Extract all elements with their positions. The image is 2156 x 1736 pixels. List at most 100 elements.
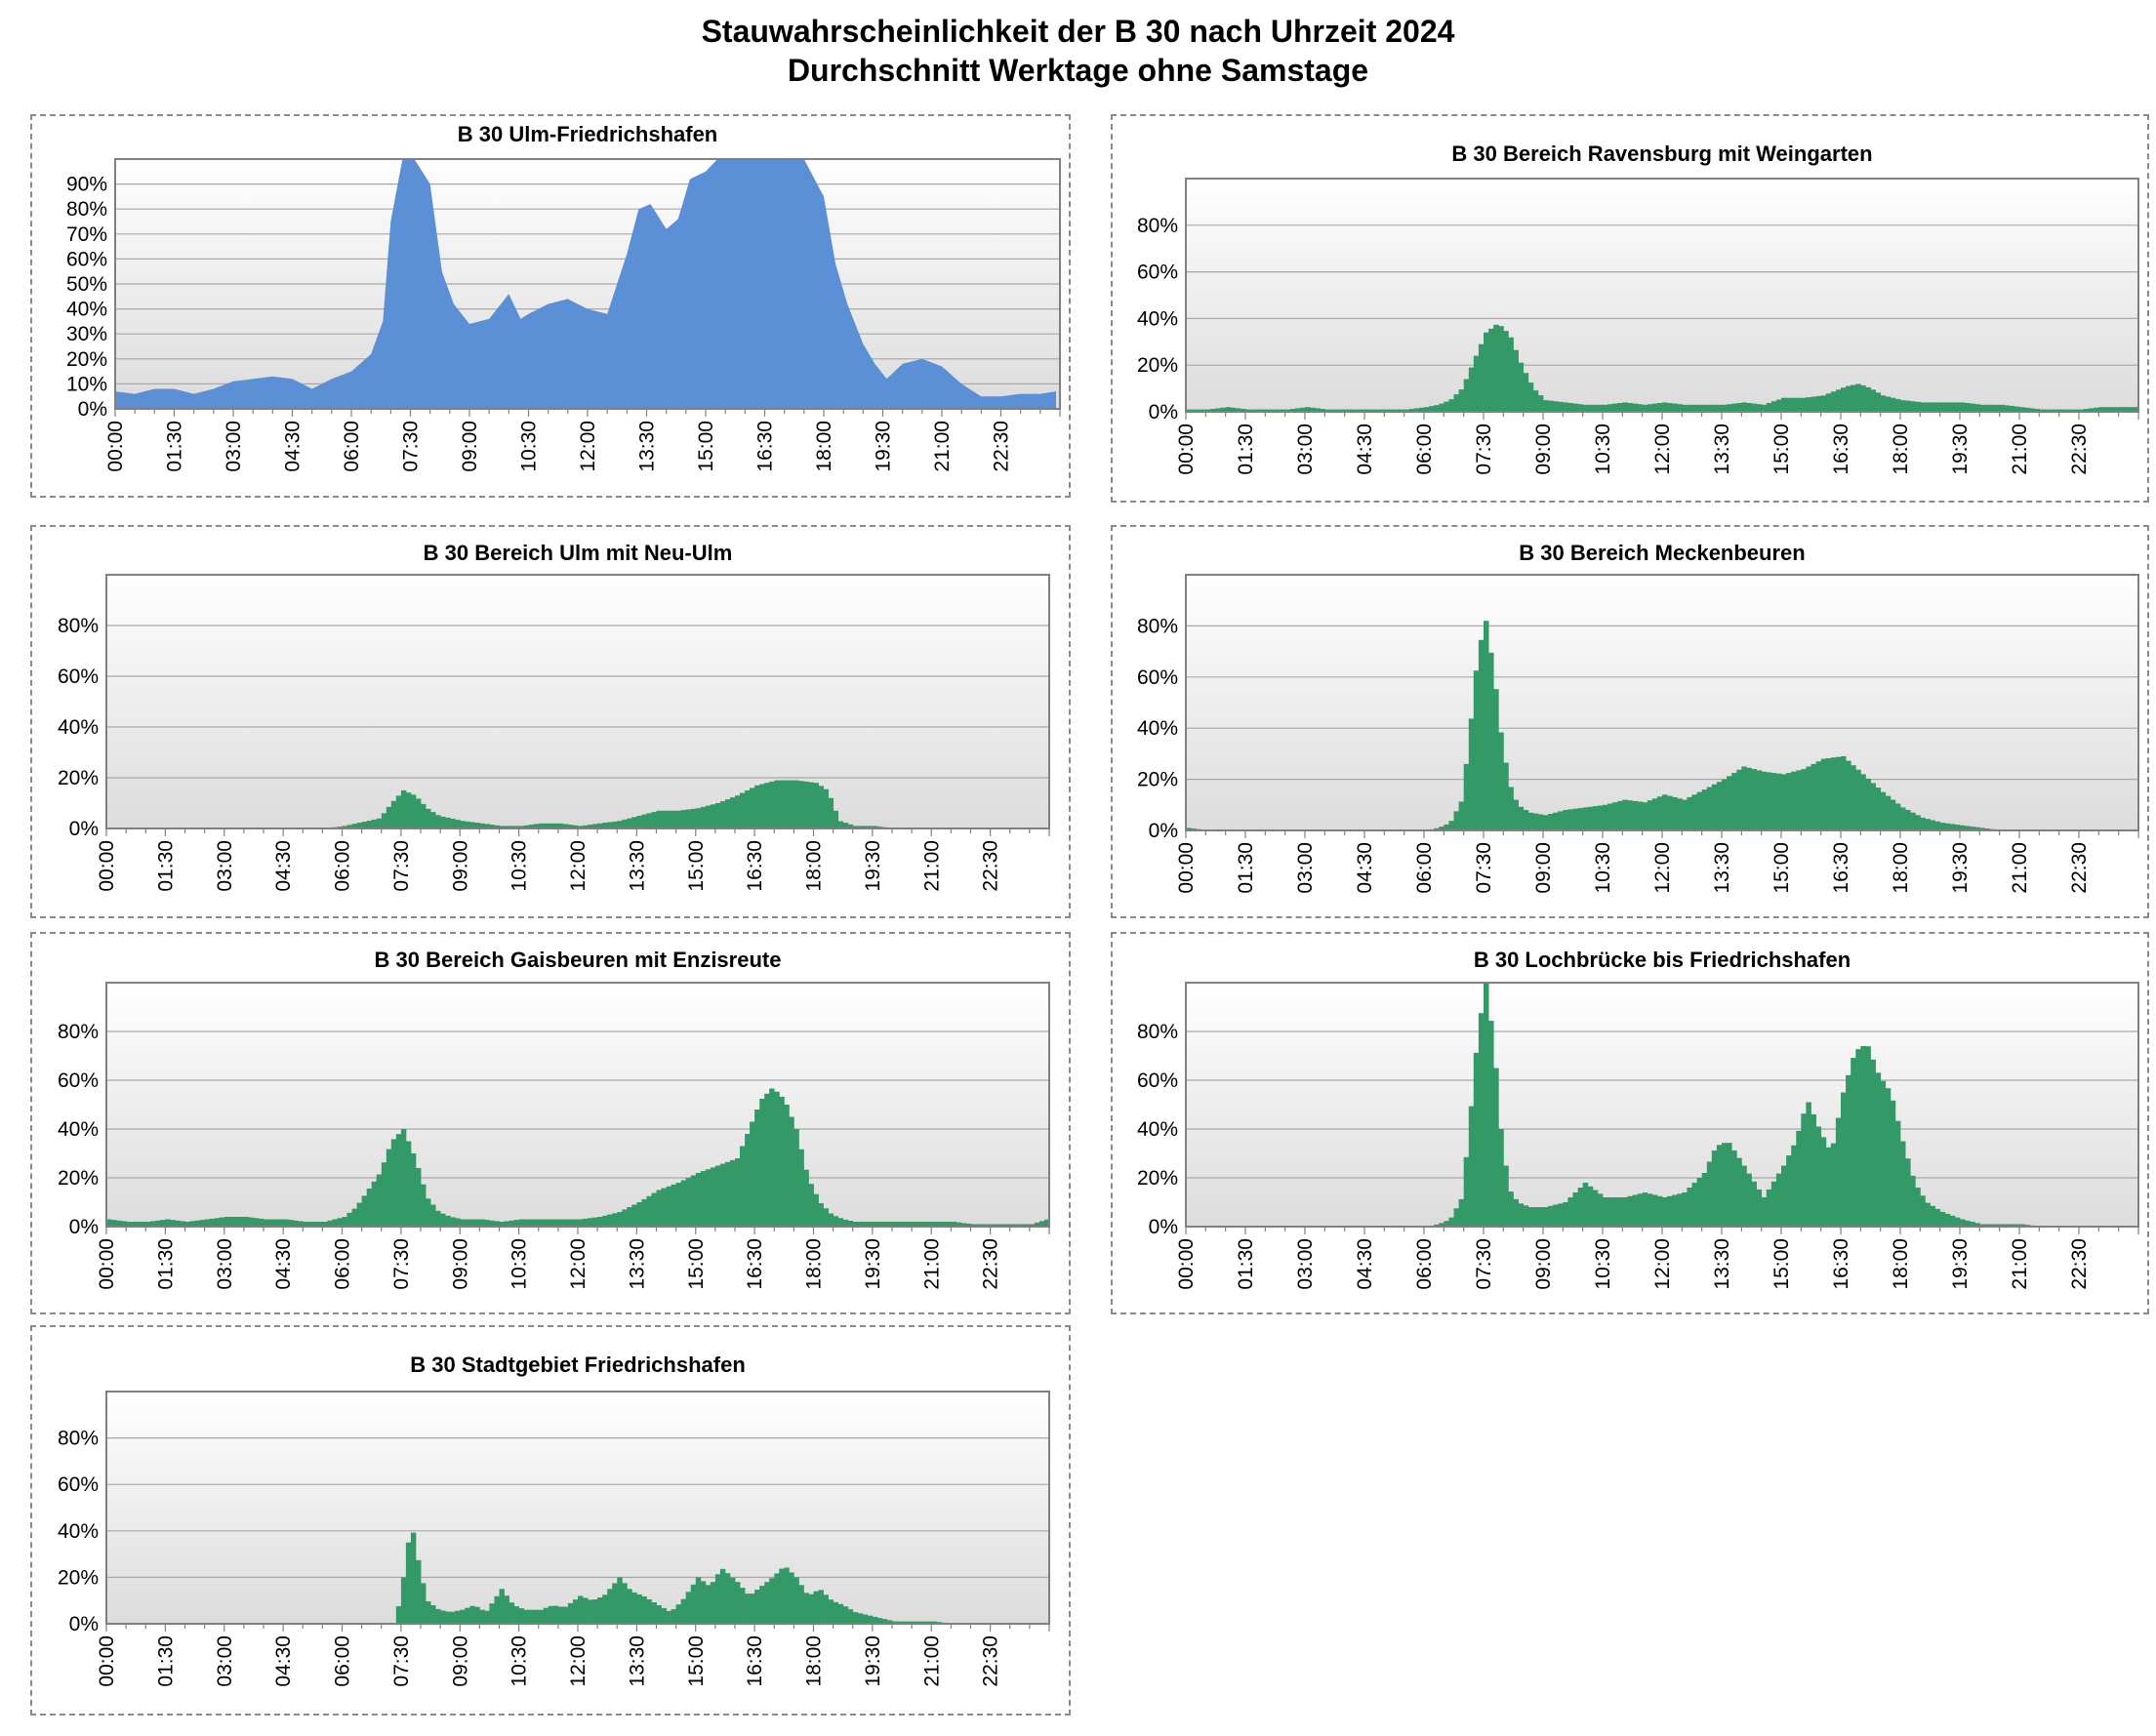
bar — [1324, 409, 1330, 412]
bar — [228, 1217, 235, 1227]
bar — [808, 1594, 814, 1624]
bar — [754, 785, 760, 828]
bar — [1503, 331, 1509, 412]
bar — [724, 1161, 731, 1228]
bar — [1250, 409, 1256, 412]
bar — [1781, 397, 1787, 412]
bar — [828, 1213, 834, 1227]
bar — [194, 1220, 201, 1228]
bar — [1949, 402, 1956, 412]
y-tick-label: 20% — [1137, 1167, 1178, 1190]
bar — [803, 781, 809, 828]
x-tick-label: 06:00 — [332, 1635, 354, 1687]
bar — [386, 1149, 392, 1227]
bar — [175, 1220, 181, 1228]
bar — [430, 1204, 436, 1227]
bar — [1880, 791, 1887, 830]
bar — [2054, 409, 2060, 412]
bar — [1810, 763, 1816, 830]
bar — [1989, 1224, 1995, 1227]
x-tick-label: 19:30 — [862, 1238, 884, 1290]
bar — [2103, 407, 2109, 412]
bar — [774, 1573, 780, 1624]
bar — [1637, 1193, 1644, 1228]
bar — [1825, 758, 1832, 830]
x-tick-label: 18:00 — [1890, 842, 1912, 894]
bar — [238, 1217, 245, 1227]
main-title-line1: Stauwahrscheinlichkeit der B 30 nach Uhr… — [701, 14, 1455, 49]
bar — [666, 1610, 672, 1624]
bar — [926, 1222, 932, 1227]
bar — [1493, 689, 1499, 830]
bar — [1894, 1120, 1901, 1227]
bar — [1944, 402, 1951, 412]
bar — [1563, 1202, 1568, 1227]
bar — [1478, 343, 1485, 412]
bar — [1766, 1189, 1772, 1227]
bar — [1582, 807, 1589, 830]
bar — [627, 1207, 632, 1227]
bar — [1875, 392, 1882, 412]
bar — [2024, 407, 2030, 412]
bar — [714, 1574, 721, 1624]
bar — [1255, 409, 1261, 412]
bar — [1875, 1072, 1882, 1227]
bar — [1260, 409, 1266, 412]
bar — [1513, 349, 1519, 412]
bar — [1647, 800, 1653, 830]
x-tick-label: 09:00 — [449, 1238, 471, 1290]
bar — [121, 1221, 127, 1227]
x-tick-label: 13:30 — [626, 840, 648, 892]
bar — [754, 1590, 760, 1624]
bar — [479, 1609, 485, 1624]
bar — [680, 1180, 687, 1227]
y-tick-label: 40% — [58, 1118, 99, 1141]
bar — [2014, 406, 2020, 412]
bar — [951, 1222, 956, 1227]
chart-title: B 30 Bereich Ravensburg mit Weingarten — [1451, 141, 1872, 166]
bar — [567, 825, 574, 828]
bar — [1691, 404, 1697, 412]
bar — [695, 808, 702, 828]
bar — [1354, 409, 1361, 412]
x-tick-label: 10:30 — [1592, 1238, 1614, 1290]
bar — [612, 821, 618, 828]
bar — [847, 824, 854, 828]
bar — [847, 1609, 854, 1624]
bar — [1592, 1190, 1599, 1227]
bar — [445, 817, 451, 828]
bar — [1532, 390, 1539, 412]
bar — [1934, 402, 1941, 412]
bar — [199, 1220, 206, 1227]
bar — [798, 1585, 804, 1624]
x-tick-label: 09:00 — [449, 1635, 471, 1687]
bar — [1880, 1080, 1887, 1227]
bar — [617, 1212, 623, 1227]
bar — [1830, 1143, 1837, 1227]
bar — [1989, 404, 1995, 412]
x-tick-label: 12:00 — [567, 1635, 590, 1687]
bar — [862, 1614, 869, 1624]
bar — [1592, 806, 1599, 830]
bar — [852, 1612, 859, 1624]
bar — [666, 1186, 672, 1228]
bar — [1038, 1221, 1045, 1227]
bar — [465, 1607, 470, 1624]
bar — [1463, 379, 1470, 412]
bar — [2133, 407, 2139, 412]
bar — [714, 803, 721, 828]
bar — [921, 1621, 927, 1624]
panel-ulm-neu-ulm: B 30 Bereich Ulm mit Neu-Ulm 0% 20% 40% 60% 8… — [30, 525, 1071, 918]
bar — [1617, 800, 1623, 830]
bar — [1820, 1137, 1827, 1227]
bar — [597, 1217, 603, 1227]
bar — [1677, 1193, 1683, 1228]
bar — [1974, 404, 1980, 412]
bar — [675, 810, 682, 828]
bar — [1329, 409, 1335, 412]
bar — [671, 1609, 677, 1624]
y-tick-label: 20% — [58, 767, 99, 789]
bar — [1711, 404, 1718, 412]
bar — [1493, 1068, 1499, 1227]
chart-title: B 30 Lochbrücke bis Friedrichshafen — [1474, 948, 1851, 972]
